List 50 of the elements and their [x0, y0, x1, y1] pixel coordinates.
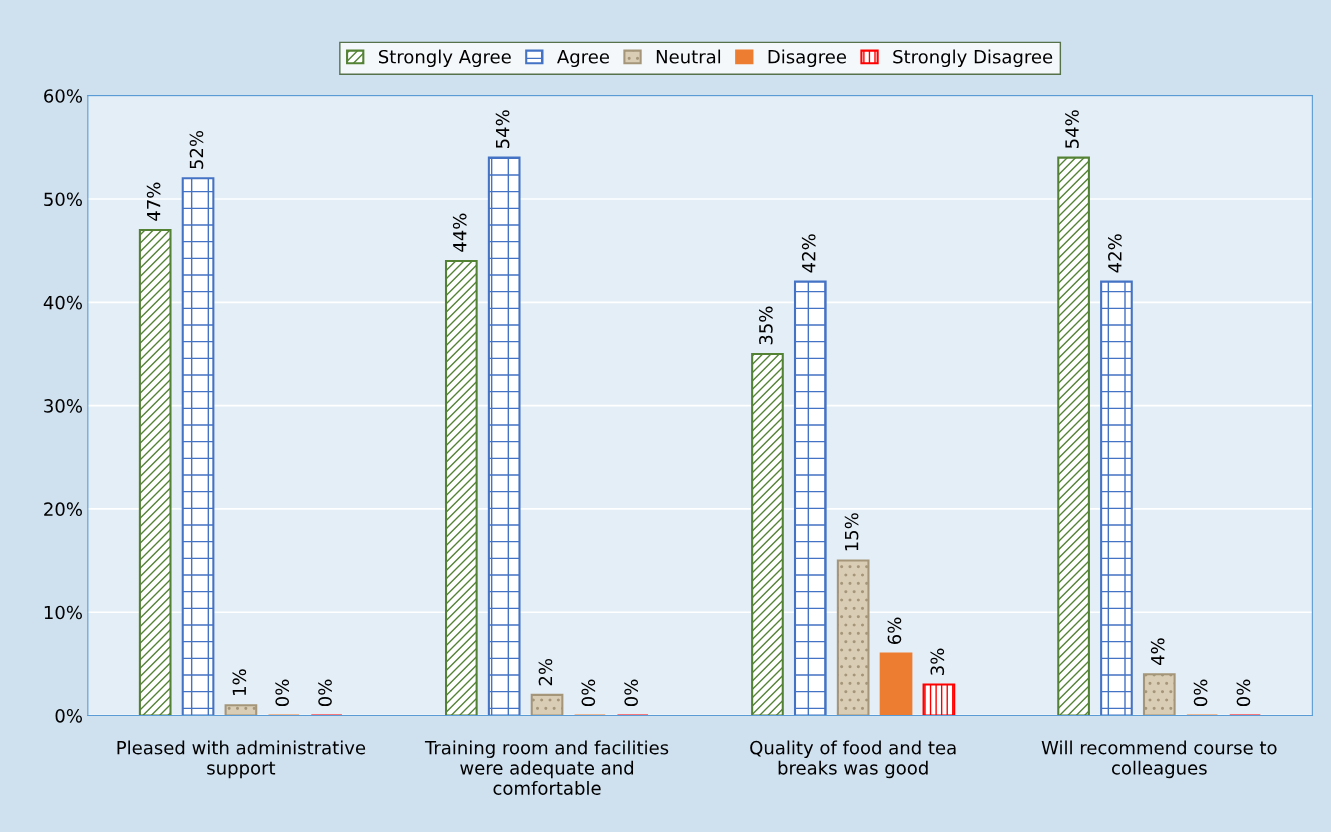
data-label: 2% [538, 658, 553, 686]
data-label: 0% [1193, 679, 1208, 707]
data-label: 0% [275, 679, 290, 707]
data-label: 42% [1108, 234, 1122, 273]
bar [444, 259, 478, 716]
y-tick-label: 30% [44, 399, 82, 413]
bar [879, 652, 913, 716]
data-label: 35% [759, 306, 773, 345]
legend-label: Strongly Agree [378, 49, 511, 68]
data-label: 3% [930, 648, 945, 675]
y-tick-label: 10% [44, 605, 82, 620]
data-label: 4% [1150, 638, 1165, 666]
data-label: 6% [887, 617, 902, 645]
y-tick-label: 40% [43, 295, 82, 310]
bar [138, 228, 172, 716]
legend-label: Neutral [656, 49, 721, 64]
data-label: 0% [1236, 679, 1251, 707]
legend-label: Strongly Disagree [893, 49, 1053, 68]
bar [1142, 673, 1176, 716]
bar [530, 693, 564, 716]
bar [1100, 280, 1133, 716]
bar [922, 683, 956, 716]
data-label: 47% [146, 182, 161, 221]
y-tick-label: 0% [55, 708, 82, 723]
data-label: 44% [452, 213, 467, 252]
y-tick-label: 20% [44, 502, 82, 517]
bar [1057, 156, 1090, 716]
legend-label: Disagree [768, 49, 846, 68]
bar [487, 156, 521, 716]
data-label: 0% [318, 679, 332, 707]
data-label: 52% [189, 130, 204, 169]
legend-label: Agree [557, 50, 609, 68]
x-tick-label: Quality of food and tea breaks was good [750, 740, 956, 779]
bar [181, 177, 215, 716]
data-label: 15% [844, 513, 859, 551]
data-label: 0% [624, 679, 638, 707]
y-tick-label: 60% [44, 89, 82, 103]
bar [793, 280, 827, 716]
x-tick-label: Training room and facilities were adequate and comfortable [424, 740, 669, 795]
bar [751, 352, 784, 716]
data-label: 1% [232, 669, 247, 695]
x-tick-label: Pleased with administrative support [117, 740, 366, 779]
data-label: 42% [801, 234, 816, 273]
bar [836, 559, 870, 716]
data-label: 54% [1065, 110, 1079, 149]
data-label: 0% [581, 679, 596, 707]
bar [224, 704, 258, 716]
y-tick-label: 50% [44, 192, 82, 207]
x-tick-label: Will recommend course to colleagues [1041, 740, 1277, 779]
data-label: 54% [495, 110, 510, 149]
